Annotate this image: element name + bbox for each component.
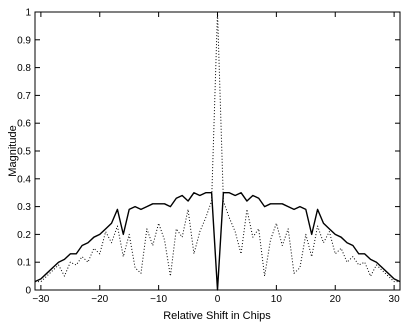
x-tick-label: 0 xyxy=(215,294,221,305)
y-tick-label: 0.8 xyxy=(17,63,31,74)
x-tick-label: 10 xyxy=(271,294,283,305)
y-tick-label: 0.3 xyxy=(17,202,31,213)
y-tick-label: 0.2 xyxy=(17,230,31,241)
y-tick-label: 0.5 xyxy=(17,147,31,158)
y-tick-label: 0 xyxy=(25,286,31,297)
x-tick-label: −10 xyxy=(150,294,167,305)
x-axis-label: Relative Shift in Chips xyxy=(163,310,271,322)
y-tick-label: 0.6 xyxy=(17,119,31,130)
x-tick-label: 30 xyxy=(389,294,401,305)
y-tick-label: 0.1 xyxy=(17,258,31,269)
x-tick-label: −20 xyxy=(91,294,108,305)
x-tick-label: −30 xyxy=(32,294,49,305)
x-tick-label: 20 xyxy=(330,294,342,305)
y-tick-label: 0.4 xyxy=(17,174,31,185)
y-axis-label: Magnitude xyxy=(7,125,19,176)
plot-area xyxy=(35,12,400,290)
y-tick-label: 1 xyxy=(25,8,31,19)
y-tick-label: 0.7 xyxy=(17,91,31,102)
y-tick-label: 0.9 xyxy=(17,35,31,46)
